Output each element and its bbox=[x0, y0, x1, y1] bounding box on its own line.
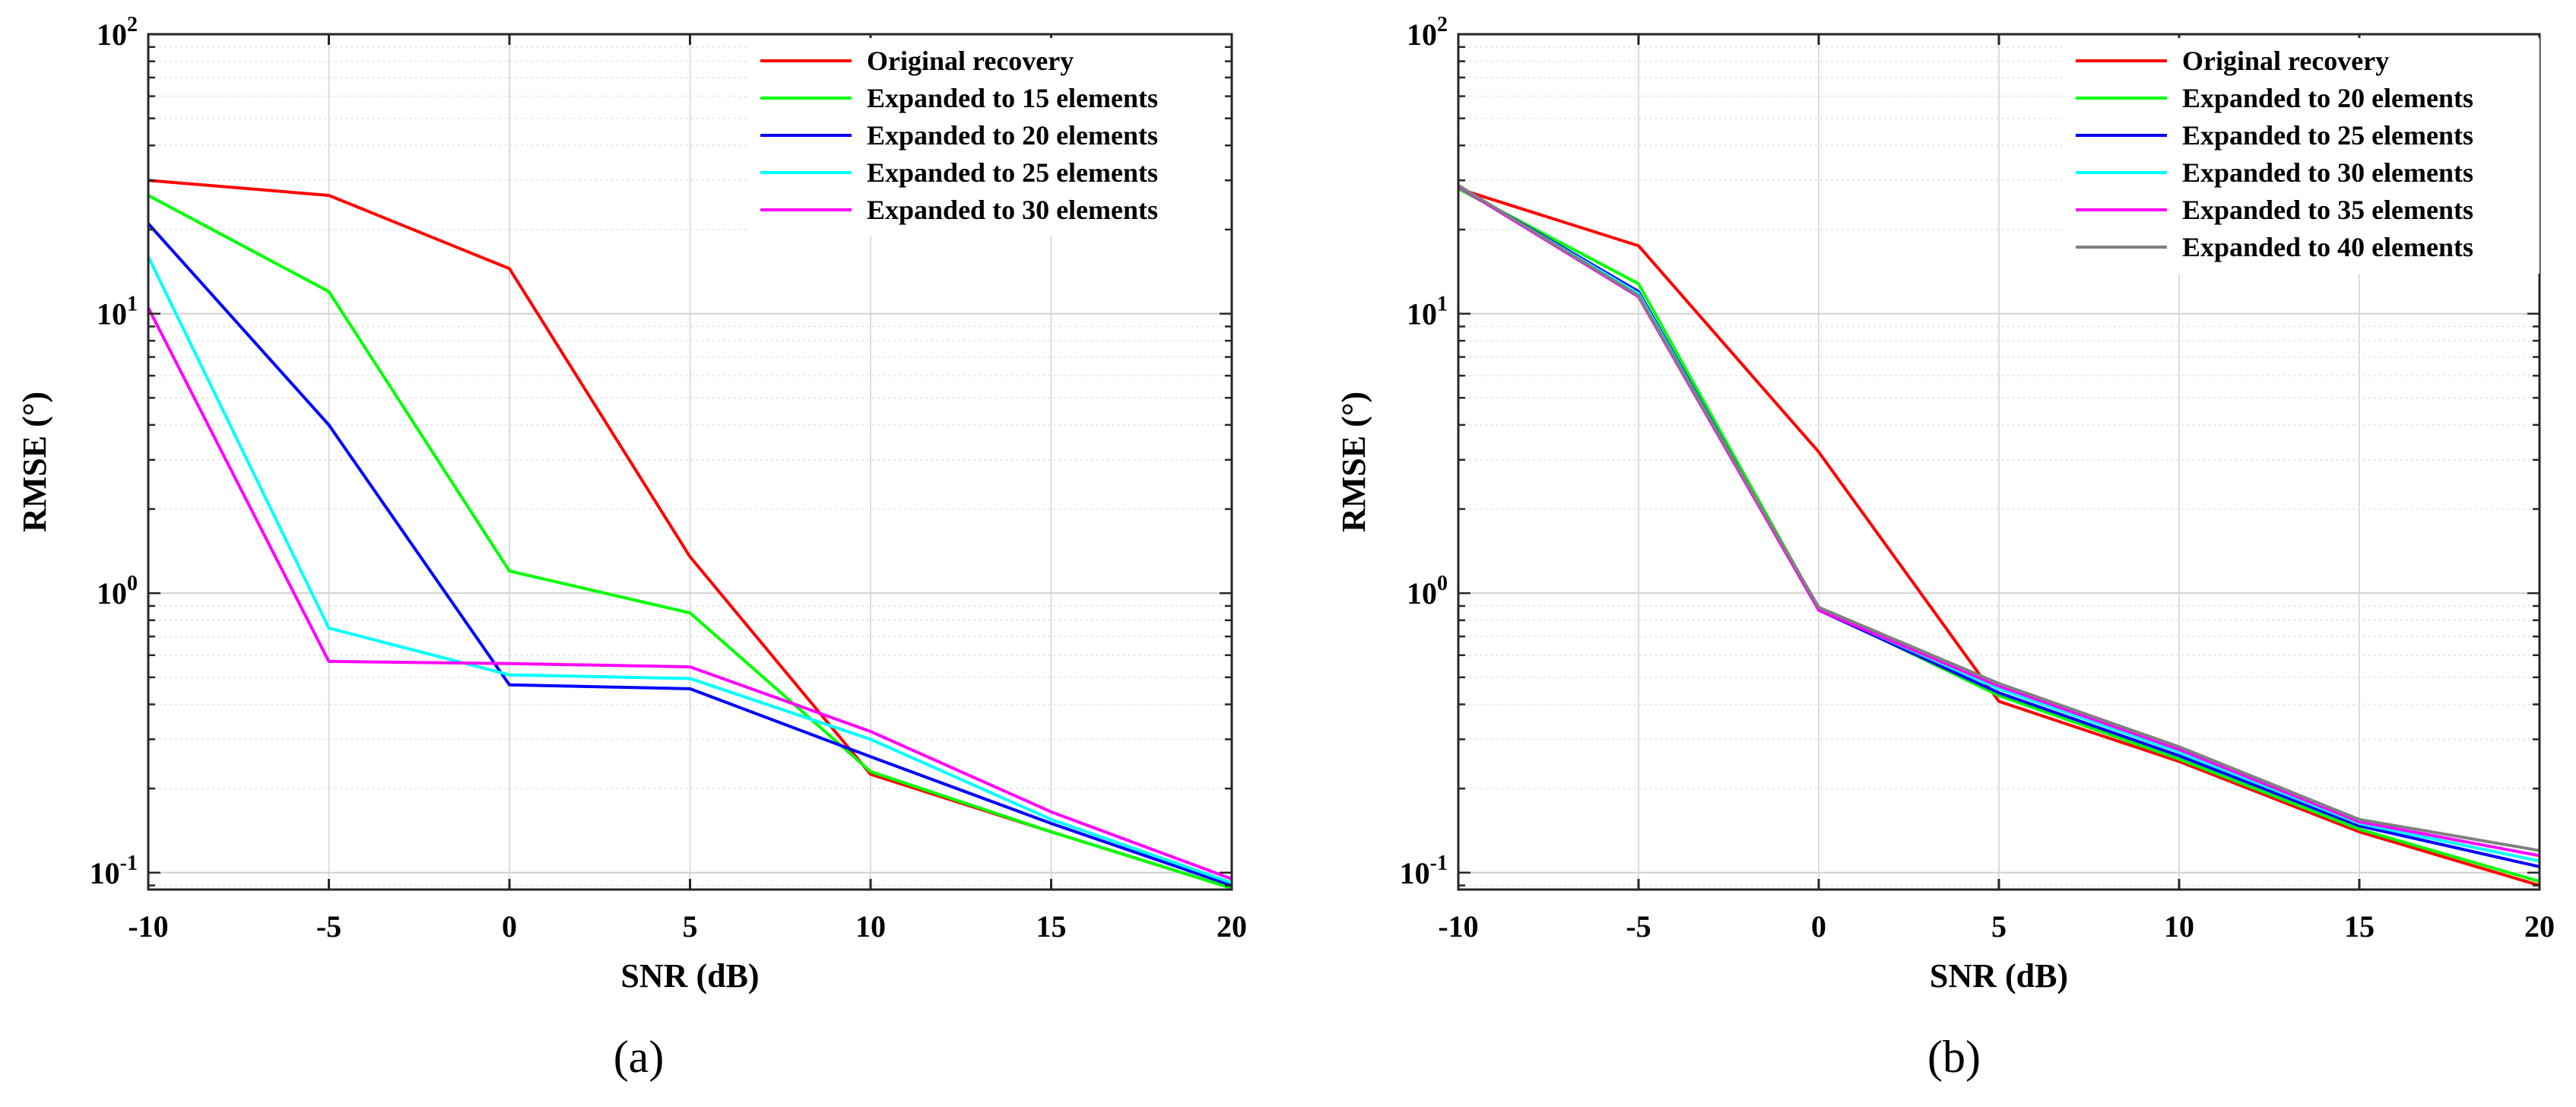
legend-box bbox=[2064, 38, 2540, 274]
x-tick-label: 15 bbox=[1036, 909, 1067, 944]
legend-label: Expanded to 35 elements bbox=[2182, 195, 2473, 225]
y-tick-label: 10-1 bbox=[90, 852, 138, 890]
chart-b: -10 -5 0 5 10 15 20 10-1 100 101 102 SNR (dB) RMSE (… bbox=[1335, 13, 2555, 1082]
legend: Original recovery Expanded to 15 elements… bbox=[748, 38, 1224, 236]
y-tick-label: 100 bbox=[1407, 572, 1448, 611]
panel-label: (b) bbox=[1927, 1032, 1981, 1082]
series-line-1 bbox=[1458, 187, 2540, 887]
legend-label: Expanded to 20 elements bbox=[867, 120, 1158, 151]
y-tick-label: 101 bbox=[1407, 293, 1448, 331]
x-tick-label: -10 bbox=[1438, 909, 1478, 944]
x-tick-label: 0 bbox=[502, 909, 517, 944]
legend-label: Expanded to 20 elements bbox=[2182, 83, 2473, 113]
x-tick-label: -5 bbox=[316, 909, 341, 944]
series-line-2 bbox=[148, 194, 1232, 890]
legend-label: Expanded to 30 elements bbox=[2182, 157, 2473, 188]
legend-label: Expanded to 25 elements bbox=[867, 157, 1158, 188]
series-line-4 bbox=[147, 255, 1232, 884]
x-tick-label: 15 bbox=[2344, 909, 2375, 944]
series-line-2 bbox=[1458, 187, 2540, 883]
x-axis-label: SNR (dB) bbox=[1930, 957, 2068, 994]
x-tick-label: 5 bbox=[683, 909, 698, 944]
series-line-3 bbox=[1457, 185, 2540, 868]
legend-label: Original recovery bbox=[2182, 46, 2389, 76]
series-line-3 bbox=[147, 222, 1232, 887]
legend-label: Expanded to 30 elements bbox=[867, 195, 1158, 225]
x-tick-label: 0 bbox=[1811, 909, 1826, 944]
y-axis-label: RMSE (°) bbox=[1335, 392, 1372, 532]
panel-label: (a) bbox=[614, 1032, 665, 1082]
legend-label: Expanded to 15 elements bbox=[867, 83, 1158, 113]
x-tick-label: 20 bbox=[1217, 909, 1247, 944]
series-line-6 bbox=[1457, 184, 2540, 852]
y-tick-label: 102 bbox=[1407, 13, 1448, 52]
series-line-5 bbox=[147, 306, 1232, 880]
x-tick-label: 5 bbox=[1991, 909, 2007, 944]
y-tick-label: 10-1 bbox=[1400, 852, 1448, 890]
y-tick-label: 101 bbox=[97, 293, 138, 331]
x-tick-label: -5 bbox=[1626, 909, 1651, 944]
legend-label: Expanded to 25 elements bbox=[2182, 120, 2473, 151]
legend-box bbox=[748, 38, 1224, 236]
x-axis-label: SNR (dB) bbox=[620, 957, 759, 994]
y-axis-label: RMSE (°) bbox=[16, 392, 53, 532]
x-tick-label: -10 bbox=[128, 909, 168, 944]
x-tick-label: 10 bbox=[855, 909, 886, 944]
y-tick-label: 100 bbox=[97, 572, 138, 611]
chart-a: -10 -5 0 5 10 15 20 10-1 100 101 102 SNR (dB) RMSE (… bbox=[16, 13, 1247, 1082]
legend-label: Expanded to 40 elements bbox=[2182, 232, 2473, 262]
x-tick-label: 20 bbox=[2524, 909, 2555, 944]
legend-label: Original recovery bbox=[867, 46, 1074, 76]
legend: Original recovery Expanded to 20 elements… bbox=[2064, 38, 2540, 274]
series-line-4 bbox=[1457, 185, 2540, 863]
y-tick-label: 102 bbox=[97, 13, 138, 52]
x-tick-label: 10 bbox=[2164, 909, 2194, 944]
